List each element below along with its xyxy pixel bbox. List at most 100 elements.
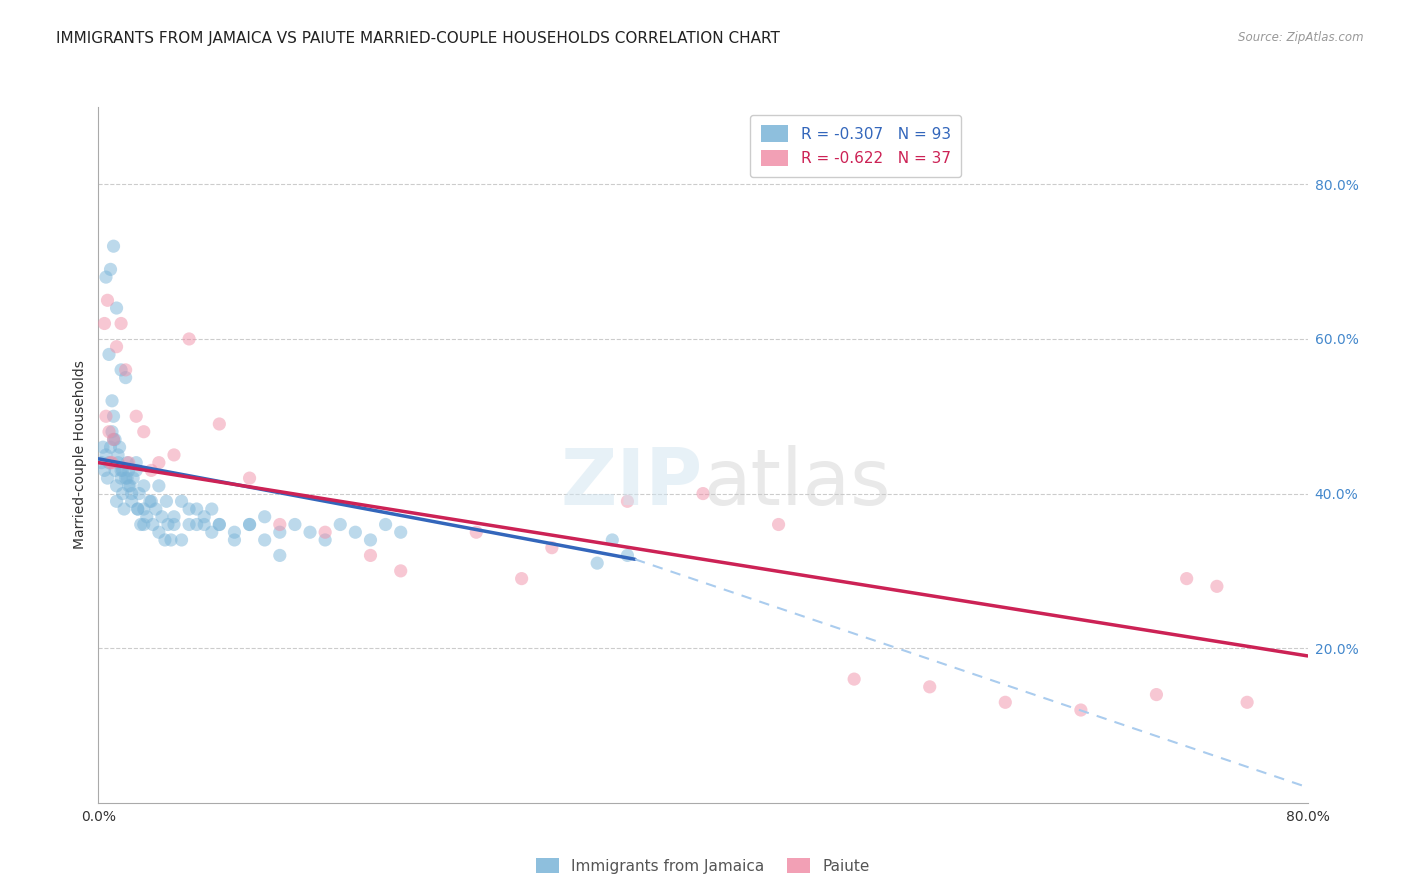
Point [96,293,118,308]
Text: atlas: atlas [703,445,890,521]
Point [299,525,322,540]
Point [107,456,129,470]
Point [148,525,170,540]
Y-axis label: Married-couple Households: Married-couple Households [73,360,87,549]
Point [186,517,208,532]
Point [148,456,170,470]
Point [93,463,115,477]
Point [768,517,790,532]
Text: IMMIGRANTS FROM JAMAICA VS PAIUTE MARRIED-COUPLE HOUSEHOLDS CORRELATION CHART: IMMIGRANTS FROM JAMAICA VS PAIUTE MARRIE… [56,31,780,46]
Point [994,695,1017,709]
Point [101,425,124,439]
Point [107,448,129,462]
Point [94,448,117,462]
Point [510,572,533,586]
Point [132,502,155,516]
Point [616,494,638,508]
Point [224,525,246,540]
Point [115,471,138,485]
Point [93,317,115,331]
Point [1144,688,1167,702]
Text: Source: ZipAtlas.com: Source: ZipAtlas.com [1239,31,1364,45]
Point [163,509,186,524]
Point [125,456,148,470]
Point [141,494,163,508]
Point [110,317,132,331]
Point [118,456,141,470]
Point [141,463,163,477]
Point [103,409,125,424]
Point [105,479,128,493]
Point [110,463,132,477]
Point [1236,695,1258,709]
Point [148,479,170,493]
Point [602,533,624,547]
Point [128,486,150,500]
Point [163,448,186,462]
Point [208,517,231,532]
Point [269,525,291,540]
Point [179,517,201,532]
Point [540,541,562,555]
Point [132,517,155,532]
Point [103,433,125,447]
Point [201,502,224,516]
Point [98,425,121,439]
Point [94,409,117,424]
Point [586,556,609,570]
Point [253,509,276,524]
Point [122,471,145,485]
Point [389,564,412,578]
Point [118,479,141,493]
Point [692,486,714,500]
Point [96,471,118,485]
Point [269,517,291,532]
Point [329,517,352,532]
Point [186,502,208,516]
Point [114,363,136,377]
Point [616,549,638,563]
Point [105,340,128,354]
Point [127,502,149,516]
Point [121,494,143,508]
Point [100,440,122,454]
Legend: R = -0.307   N = 93, R = -0.622   N = 37: R = -0.307 N = 93, R = -0.622 N = 37 [751,115,962,177]
Point [389,525,412,540]
Point [284,517,307,532]
Point [98,456,121,470]
Point [94,270,117,285]
Point [111,486,134,500]
Point [465,525,488,540]
Point [239,471,262,485]
Point [132,479,155,493]
Point [1070,703,1092,717]
Point [127,502,149,516]
Point [100,456,122,470]
Point [110,471,132,485]
Point [314,533,336,547]
Point [108,440,131,454]
Point [118,463,141,477]
Point [114,370,136,384]
Point [91,440,114,454]
Point [105,494,128,508]
Point [98,347,121,361]
Point [103,239,125,253]
Point [170,533,193,547]
Point [360,533,382,547]
Point [156,517,179,532]
Point [179,502,201,516]
Point [224,533,246,547]
Point [104,463,127,477]
Point [114,471,136,485]
Point [100,262,122,277]
Point [115,456,138,470]
Point [208,517,231,532]
Point [374,517,396,532]
Point [170,494,193,508]
Point [1175,572,1198,586]
Point [360,549,382,563]
Point [120,479,142,493]
Point [208,417,231,431]
Point [179,332,201,346]
